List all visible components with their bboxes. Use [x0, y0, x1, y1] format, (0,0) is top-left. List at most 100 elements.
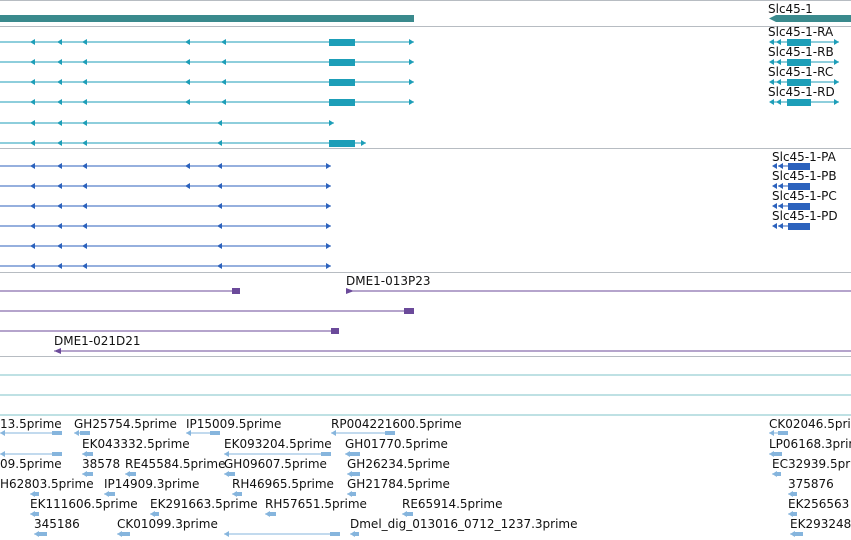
est-label[interactable]: EK256563 — [788, 497, 850, 511]
est-arrow — [186, 430, 191, 436]
protein-label-pa[interactable]: Slc45-1-PA — [772, 150, 836, 164]
intron-arrow — [57, 223, 62, 229]
intron-arrow — [82, 203, 87, 209]
est-label[interactable]: IP14909.3prime — [104, 477, 200, 491]
clone-label-021d21[interactable]: DME1-021D21 — [54, 334, 141, 348]
intron-arrow — [185, 59, 190, 65]
est-label[interactable]: IP15009.5prime — [186, 417, 282, 431]
clone-end — [404, 308, 414, 314]
est-box — [772, 452, 782, 456]
intron-arrow — [57, 183, 62, 189]
exon-box-mini — [787, 99, 811, 106]
intron-arrow — [185, 163, 190, 169]
intron-arrow — [82, 163, 87, 169]
est-arrow — [769, 430, 774, 436]
protein-label-pc[interactable]: Slc45-1-PC — [772, 189, 837, 203]
est-box — [85, 452, 93, 456]
intron-arrow — [776, 39, 781, 45]
intron-arrow — [221, 39, 226, 45]
intron-arrow — [221, 79, 226, 85]
intron-arrow — [772, 183, 777, 189]
intron-arrow — [82, 99, 87, 105]
est-label[interactable]: RE45584.5prime — [125, 457, 226, 471]
intron-arrow — [82, 263, 87, 269]
est-label[interactable]: EK043332.5prime — [82, 437, 190, 451]
est-label[interactable]: GH09607.5prime — [224, 457, 327, 471]
est-box — [107, 492, 115, 496]
end-arrow — [326, 223, 331, 229]
intron-arrow — [217, 243, 222, 249]
est-label[interactable]: EC32939.5prime — [772, 457, 851, 471]
exon-box — [329, 39, 355, 46]
intron-arrow — [82, 59, 87, 65]
exon-box — [329, 79, 355, 86]
est-box — [33, 492, 39, 496]
est-box — [80, 431, 90, 435]
est-label[interactable]: GH21784.5prime — [347, 477, 450, 491]
protein-box-mini — [788, 223, 810, 230]
est-label[interactable]: RH46965.5prime — [232, 477, 334, 491]
gene-arrow-icon — [769, 15, 776, 22]
intron-arrow — [769, 79, 774, 85]
est-box — [153, 512, 159, 516]
est-label[interactable]: GH25754.5prime — [74, 417, 177, 431]
est-arrow — [224, 451, 229, 457]
est-box — [52, 452, 62, 456]
track-divider — [0, 0, 851, 1]
est-box — [52, 431, 62, 435]
est-arrow — [331, 430, 336, 436]
est-box — [37, 532, 47, 536]
est-label[interactable]: CK02046.5prime — [769, 417, 851, 431]
transcript-label-rb[interactable]: Slc45-1-RB — [768, 45, 834, 59]
est-box — [778, 431, 788, 435]
est-box — [353, 532, 359, 536]
intron-arrow — [57, 59, 62, 65]
est-label[interactable]: RE65914.5prime — [402, 497, 503, 511]
est-label[interactable]: LP06168.3prime — [769, 437, 851, 451]
est-label[interactable]: RH57651.5prime — [265, 497, 367, 511]
clone-label-013p23[interactable]: DME1-013P23 — [346, 274, 431, 288]
est-label[interactable]: 38578 — [82, 457, 121, 471]
est-label[interactable]: 345186 — [34, 517, 80, 531]
protein-label-pb[interactable]: Slc45-1-PB — [772, 169, 837, 183]
est-label[interactable]: EK291663.5prime — [150, 497, 258, 511]
intron-arrow — [185, 99, 190, 105]
intron-arrow — [82, 140, 87, 146]
est-label[interactable]: 09.5prime — [0, 457, 62, 471]
est-label[interactable]: 13.5prime — [0, 417, 62, 431]
intron-arrow — [776, 79, 781, 85]
est-arrow — [345, 451, 350, 457]
gene-label[interactable]: Slc45-1 — [768, 2, 813, 16]
transcript-label-ra[interactable]: Slc45-1-RA — [768, 25, 834, 39]
transcript-label-rc[interactable]: Slc45-1-RC — [768, 65, 834, 79]
est-label[interactable]: EK093204.5prime — [224, 437, 332, 451]
est-label[interactable]: GH26234.5prime — [347, 457, 450, 471]
est-label[interactable]: GH01770.5prime — [345, 437, 448, 451]
est-box — [227, 472, 235, 476]
transcript-rna-track — [0, 39, 839, 147]
intron-arrow — [57, 79, 62, 85]
end-arrow — [326, 203, 331, 209]
est-label[interactable]: RP004221600.5prime — [331, 417, 462, 431]
est-box — [321, 452, 331, 456]
intron-arrow — [57, 99, 62, 105]
est-label[interactable]: CK01099.3prime — [117, 517, 218, 531]
exon-box-mini — [787, 39, 811, 46]
est-label[interactable]: EK293248 — [790, 517, 851, 531]
exon-box-mini — [787, 59, 811, 66]
est-label[interactable]: EK111606.5prime — [30, 497, 138, 511]
est-label[interactable]: Dmel_dig_013016_0712_1237.3prime — [350, 517, 578, 531]
intron-arrow — [776, 99, 781, 105]
protein-label-pd[interactable]: Slc45-1-PD — [772, 209, 838, 223]
est-label[interactable]: H62803.5prime — [0, 477, 94, 491]
exon-box-mini — [787, 79, 811, 86]
intron-arrow — [82, 79, 87, 85]
transcript-label-rd[interactable]: Slc45-1-RD — [768, 85, 835, 99]
est-label[interactable]: 375876 — [788, 477, 834, 491]
intron-arrow — [30, 140, 35, 146]
intron-arrow — [30, 263, 35, 269]
track-divider — [0, 148, 851, 149]
est-arrow — [74, 430, 79, 436]
gene-bar — [0, 15, 414, 22]
